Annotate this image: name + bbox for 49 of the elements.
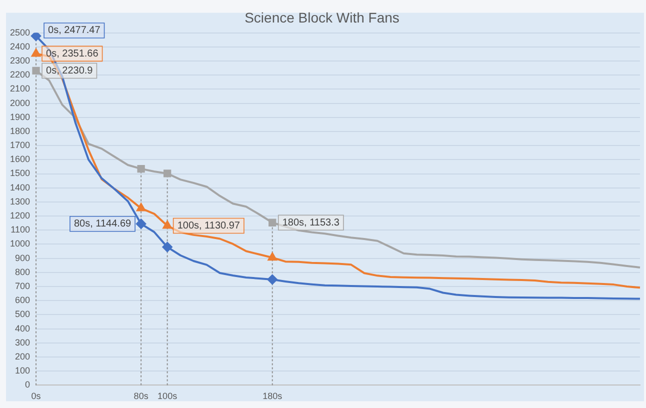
annotation: 80s, 1144.69 bbox=[74, 218, 132, 230]
point bbox=[32, 48, 40, 57]
point bbox=[163, 170, 172, 178]
x-tick-label: 0s bbox=[31, 391, 42, 402]
y-tick-label: 500 bbox=[14, 309, 30, 320]
annotation: 180s, 1153.3 bbox=[282, 217, 340, 228]
y-tick-label: 900 bbox=[14, 252, 30, 263]
point bbox=[32, 66, 40, 75]
y-tick-label: 1000 bbox=[10, 238, 30, 249]
point bbox=[136, 218, 146, 229]
y-tick-label: 600 bbox=[14, 295, 30, 306]
point bbox=[162, 220, 172, 229]
point bbox=[31, 32, 42, 41]
annotation: 0s, 2477.47 bbox=[48, 25, 101, 36]
annotation: 0s, 2230.9 bbox=[46, 65, 94, 76]
point bbox=[267, 274, 278, 284]
y-tick-label: 0 bbox=[25, 380, 30, 390]
y-tick-label: 1600 bbox=[10, 154, 30, 164]
point bbox=[162, 242, 172, 252]
y-tick-label: 1100 bbox=[10, 224, 30, 235]
annotation: 0s, 2351.66 bbox=[46, 48, 99, 60]
y-tick-label: 2300 bbox=[10, 55, 30, 66]
y-tick-label: 800 bbox=[14, 266, 30, 277]
y-tick-label: 1300 bbox=[10, 196, 30, 206]
point bbox=[268, 252, 277, 261]
y-tick-label: 2500 bbox=[10, 27, 30, 38]
y-tick-label: 1500 bbox=[10, 168, 30, 178]
y-tick-label: 200 bbox=[14, 351, 30, 362]
y-tick-label: 700 bbox=[14, 281, 30, 292]
x-tick-label: 100s bbox=[158, 391, 178, 402]
y-tick-label: 1900 bbox=[10, 112, 30, 122]
point bbox=[136, 203, 146, 212]
x-tick-label: 80s bbox=[134, 391, 149, 402]
annotation: 100s, 1130.97 bbox=[177, 220, 240, 232]
point bbox=[137, 165, 145, 173]
chart-title: Science Block With Fans bbox=[244, 9, 400, 26]
y-tick-label: 100 bbox=[14, 366, 30, 376]
y-tick-label: 300 bbox=[14, 337, 30, 348]
y-tick-label: 2100 bbox=[10, 84, 30, 94]
y-tick-label: 1400 bbox=[10, 182, 30, 192]
y-tick-label: 2200 bbox=[10, 70, 30, 80]
y-tick-label: 1800 bbox=[10, 126, 30, 136]
y-tick-label: 2000 bbox=[10, 98, 30, 108]
y-tick-label: 2400 bbox=[10, 41, 30, 52]
y-tick-label: 1200 bbox=[10, 210, 30, 221]
x-tick-label: 180s bbox=[262, 391, 283, 402]
point bbox=[268, 218, 276, 226]
y-tick-label: 400 bbox=[14, 323, 30, 334]
y-tick-label: 1700 bbox=[10, 140, 30, 150]
